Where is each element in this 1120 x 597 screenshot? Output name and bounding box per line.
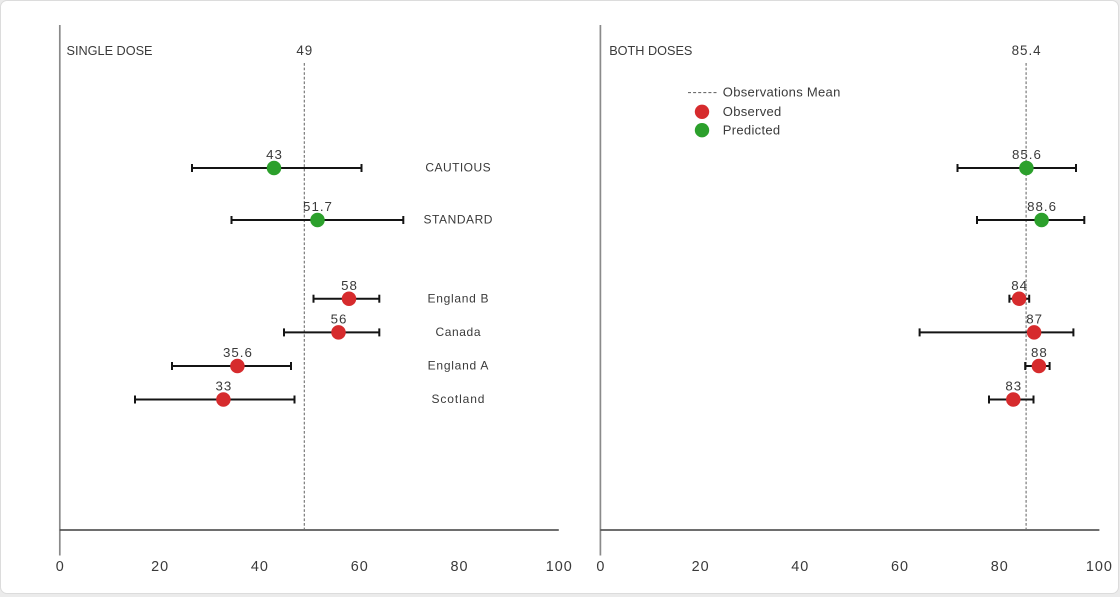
svg-text:100: 100: [546, 559, 573, 575]
svg-text:England B: England B: [428, 291, 490, 305]
svg-text:60: 60: [351, 559, 369, 575]
svg-text:88: 88: [1031, 345, 1048, 360]
svg-text:49: 49: [296, 43, 313, 58]
svg-text:CAUTIOUS: CAUTIOUS: [425, 161, 491, 175]
svg-text:85.6: 85.6: [1012, 147, 1042, 162]
svg-text:20: 20: [151, 559, 169, 575]
svg-text:56: 56: [331, 312, 348, 327]
svg-text:Canada: Canada: [435, 325, 481, 339]
svg-text:STANDARD: STANDARD: [424, 213, 494, 227]
svg-text:0: 0: [596, 559, 605, 575]
svg-text:43: 43: [266, 147, 283, 162]
svg-text:88.6: 88.6: [1027, 199, 1057, 214]
svg-text:83: 83: [1005, 379, 1022, 394]
svg-text:80: 80: [991, 559, 1009, 575]
svg-text:BOTH DOSES: BOTH DOSES: [609, 44, 692, 58]
svg-text:Scotland: Scotland: [431, 392, 485, 406]
svg-text:20: 20: [692, 559, 710, 575]
svg-text:87: 87: [1026, 312, 1043, 327]
svg-text:40: 40: [791, 559, 809, 575]
svg-text:Observed: Observed: [723, 104, 782, 119]
svg-text:England A: England A: [428, 359, 489, 373]
svg-text:58: 58: [341, 278, 358, 293]
svg-text:51.7: 51.7: [303, 199, 333, 214]
svg-text:0: 0: [56, 559, 65, 575]
svg-text:33: 33: [216, 379, 233, 394]
svg-text:SINGLE DOSE: SINGLE DOSE: [67, 44, 153, 58]
svg-text:80: 80: [450, 559, 468, 575]
svg-text:85.4: 85.4: [1012, 43, 1042, 58]
svg-text:100: 100: [1086, 559, 1113, 575]
svg-text:Observations Mean: Observations Mean: [723, 85, 841, 100]
svg-text:35.6: 35.6: [223, 345, 253, 360]
svg-text:84: 84: [1011, 278, 1028, 293]
svg-text:40: 40: [251, 559, 269, 575]
svg-text:60: 60: [891, 559, 909, 575]
svg-text:Predicted: Predicted: [723, 123, 781, 138]
